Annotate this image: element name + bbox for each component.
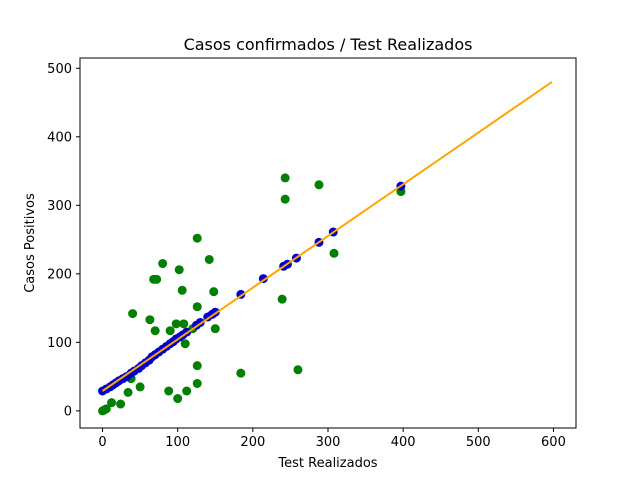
y-tick-label: 400 bbox=[47, 130, 72, 145]
data-point bbox=[192, 233, 202, 243]
data-point bbox=[152, 274, 162, 284]
data-point bbox=[116, 399, 126, 409]
data-point bbox=[204, 254, 214, 264]
x-tick-label: 0 bbox=[98, 435, 106, 450]
data-point bbox=[101, 404, 111, 414]
data-point bbox=[174, 265, 184, 275]
data-point bbox=[192, 302, 202, 312]
y-axis-title: Casos Positivos bbox=[23, 193, 38, 293]
data-point bbox=[179, 319, 189, 329]
data-point bbox=[236, 368, 246, 378]
y-tick-label: 100 bbox=[47, 336, 72, 351]
data-point bbox=[128, 309, 138, 319]
data-point bbox=[165, 326, 175, 336]
data-point bbox=[314, 180, 324, 190]
data-point bbox=[280, 173, 290, 183]
regression-line bbox=[101, 81, 553, 392]
data-point bbox=[192, 378, 202, 388]
x-tick-label: 400 bbox=[391, 435, 416, 450]
data-point bbox=[107, 398, 117, 408]
chart-title: Casos confirmados / Test Realizados bbox=[184, 35, 473, 54]
y-tick-label: 300 bbox=[47, 199, 72, 214]
y-tick-label: 0 bbox=[64, 404, 72, 419]
data-point bbox=[173, 394, 183, 404]
plot-area bbox=[98, 81, 553, 416]
data-point bbox=[123, 387, 133, 397]
data-point bbox=[164, 386, 174, 396]
data-point bbox=[210, 324, 220, 334]
data-point bbox=[293, 365, 303, 375]
y-tick-label: 200 bbox=[47, 267, 72, 282]
data-point bbox=[209, 287, 219, 297]
data-point bbox=[329, 248, 339, 258]
x-tick-label: 100 bbox=[165, 435, 190, 450]
y-tick-label: 500 bbox=[47, 62, 72, 77]
data-point bbox=[158, 259, 168, 269]
series-0 bbox=[98, 173, 406, 416]
data-point bbox=[277, 294, 287, 304]
data-point bbox=[145, 315, 155, 325]
x-tick-label: 300 bbox=[316, 435, 341, 450]
data-point bbox=[150, 326, 160, 336]
data-point bbox=[171, 319, 181, 329]
data-point bbox=[192, 361, 202, 371]
data-point bbox=[280, 194, 290, 204]
data-point bbox=[182, 386, 192, 396]
data-point bbox=[177, 285, 187, 295]
x-axis-title: Test Realizados bbox=[277, 456, 377, 471]
x-tick-label: 200 bbox=[240, 435, 265, 450]
y-axis: 0 100 200 300 400 500 bbox=[47, 62, 80, 419]
x-tick-label: 600 bbox=[541, 435, 566, 450]
x-axis: 0 100 200 300 400 500 600 bbox=[98, 428, 566, 450]
x-tick-label: 500 bbox=[466, 435, 491, 450]
data-point bbox=[180, 339, 190, 349]
data-point bbox=[135, 382, 145, 392]
